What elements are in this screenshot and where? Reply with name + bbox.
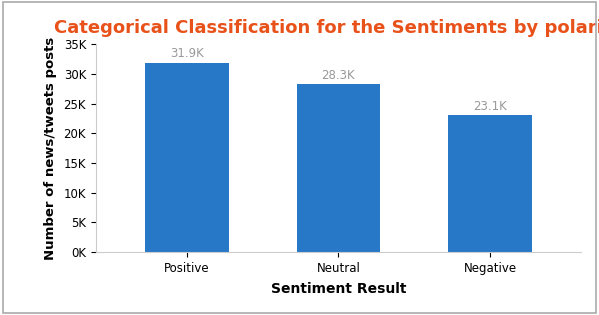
Text: 31.9K: 31.9K (170, 48, 204, 60)
Y-axis label: Number of news/tweets posts: Number of news/tweets posts (44, 37, 57, 260)
Text: 23.1K: 23.1K (473, 100, 507, 113)
Bar (297, 84, 380, 252)
Text: 28.3K: 28.3K (322, 69, 355, 82)
Title: Categorical Classification for the Sentiments by polarity: Categorical Classification for the Senti… (54, 19, 599, 37)
Bar (449, 115, 532, 252)
Bar (145, 62, 228, 252)
X-axis label: Sentiment Result: Sentiment Result (271, 282, 406, 296)
